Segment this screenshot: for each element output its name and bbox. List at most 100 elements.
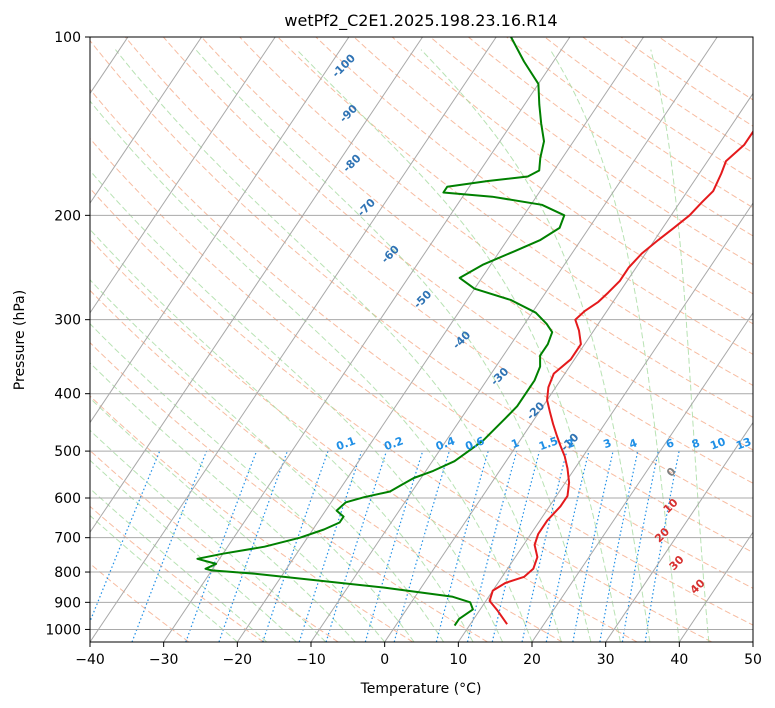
dry-adiabat (90, 39, 753, 553)
dry-adiabat (90, 238, 638, 642)
y-axis-label: Pressure (hPa) (12, 290, 28, 390)
plot-area: -100-90-80-70-60-50-40-30-20-10010203040… (90, 37, 753, 642)
dry-adiabat (544, 37, 753, 181)
x-tick-label: 30 (597, 652, 615, 668)
mixing-ratio-line (325, 450, 388, 642)
moist-adiabat (296, 49, 621, 642)
isotherms (90, 37, 753, 642)
dry-adiabat (391, 37, 753, 295)
isotherm (310, 37, 718, 642)
x-tick-label: −20 (223, 652, 253, 668)
isotherm (236, 37, 644, 642)
moist-adiabat (90, 397, 356, 642)
moist-adiabat (90, 487, 268, 642)
isotherm (384, 92, 753, 642)
y-tick-label: 200 (54, 208, 81, 224)
mixing-ratio-label: 0.2 (382, 434, 405, 453)
moist-adiabat (90, 323, 415, 642)
plot-frame (89, 36, 754, 643)
mixing-ratio-line (435, 450, 489, 642)
dry-adiabat (90, 88, 753, 589)
dewpoint-line (196, 37, 566, 627)
isotherm (678, 531, 753, 642)
dry-adiabat (90, 505, 264, 642)
mixing-ratio-label: 10 (708, 435, 727, 453)
x-tick-label: 10 (449, 652, 467, 668)
dry-adiabat (353, 37, 753, 325)
mixing-ratio-label: 6 (664, 436, 676, 451)
dry-adiabat (90, 289, 563, 642)
mixing-ratio-line (262, 450, 329, 642)
mixing-ratio-line (218, 450, 288, 642)
y-tick-label: 500 (54, 444, 81, 460)
moist-adiabat (650, 49, 710, 642)
isotherm (90, 37, 497, 642)
mixing-ratio-line (185, 450, 258, 642)
y-tick-label: 700 (54, 531, 81, 547)
moist-adiabat (549, 49, 680, 642)
mixing-ratio-label: 2 (565, 436, 577, 451)
isotherm (90, 37, 202, 205)
dry-adiabat (468, 37, 753, 237)
mixing-ratio-label: 3 (602, 436, 614, 451)
x-tick-label: 40 (670, 652, 688, 668)
moist-adiabats (90, 49, 710, 642)
moist-adiabat (90, 429, 327, 642)
mixing-ratio-label: 4 (627, 436, 639, 451)
dry-adiabat (506, 37, 753, 209)
mixing-ratio-label: 1.5 (537, 434, 560, 453)
mixing-ratio-line (131, 450, 208, 642)
mixing-ratio-line (466, 450, 518, 642)
dry-adiabat (315, 37, 753, 355)
x-tick-label: 0 (380, 652, 389, 668)
isotherm (90, 37, 423, 534)
x-axis-label: Temperature (°C) (360, 681, 482, 697)
moist-adiabat (90, 362, 386, 642)
isotherm (457, 202, 753, 642)
moist-adiabat (90, 100, 533, 642)
dry-adiabat (201, 37, 753, 451)
moist-adiabat (90, 514, 238, 642)
isotherm (90, 37, 350, 424)
x-tick-label: −30 (149, 652, 179, 668)
x-tick-label: 50 (744, 652, 762, 668)
mixing-ratio-label: 8 (690, 436, 702, 451)
mixing-ratio-label: 1 (510, 436, 522, 451)
mixing-ratio-line (521, 450, 568, 642)
isotherm (605, 421, 753, 642)
dry-adiabat (239, 37, 753, 418)
moist-adiabat (90, 279, 445, 642)
moist-adiabat (115, 49, 562, 642)
x-tick-label: −40 (75, 652, 105, 668)
y-tick-label: 1000 (45, 622, 81, 638)
dry-adiabat (90, 449, 339, 642)
mixing-ratio-line (90, 450, 161, 624)
mixing-ratio-label: 0.1 (335, 434, 358, 453)
moist-adiabat (195, 49, 592, 642)
dry-adiabat (124, 37, 753, 518)
mixing-ratio-line (364, 450, 424, 642)
x-tick-label: −10 (296, 652, 326, 668)
isotherm (90, 37, 276, 314)
isotherm (531, 311, 753, 642)
chart-title: wetPf2_C2E1.2025.198.23.16.R14 (284, 11, 557, 31)
dry-adiabats (90, 37, 753, 642)
profile-lines (196, 37, 753, 627)
mixing-ratio-line (545, 450, 590, 642)
isotherm (163, 37, 571, 642)
moist-adiabat (90, 169, 503, 642)
y-tick-label: 900 (54, 595, 81, 611)
y-tick-label: 300 (54, 313, 81, 329)
x-tick-label: 20 (523, 652, 541, 668)
y-tick-label: 800 (54, 565, 81, 581)
dry-adiabat (163, 37, 753, 484)
dry-adiabat (277, 37, 753, 387)
mixing-ratio-label: 0.4 (434, 434, 457, 453)
moist-adiabat (90, 228, 474, 642)
mixing-ratio-label: 13 (734, 435, 753, 452)
y-tick-label: 100 (54, 30, 81, 46)
moist-adiabat (420, 49, 651, 642)
x-axis-ticks: −40 −30 −20 −10 0 10 20 30 40 50 (75, 642, 762, 668)
